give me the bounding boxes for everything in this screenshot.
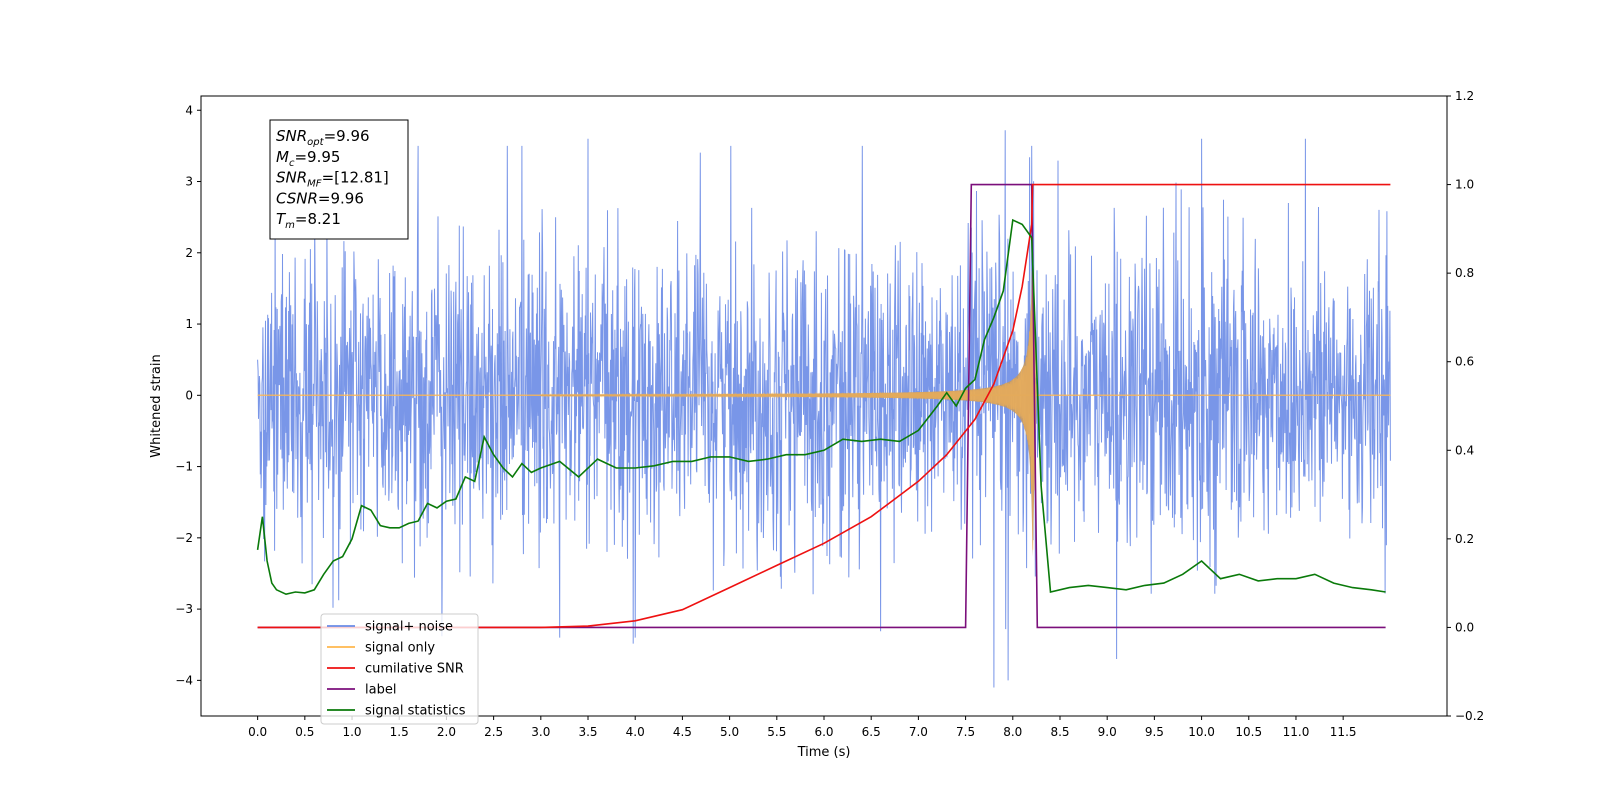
series-cumulative-snr-line bbox=[257, 183, 1391, 629]
x-tick-label: 2.5 bbox=[484, 725, 503, 739]
annotation-line: SNRopt=9.96 bbox=[276, 127, 370, 148]
x-tick-label: 1.0 bbox=[342, 725, 361, 739]
annotation-frame bbox=[269, 119, 409, 240]
x-tick-label: 8.0 bbox=[1003, 725, 1022, 739]
y-axis-label: Whitened strain bbox=[149, 354, 164, 457]
y2-tick-label: 0.8 bbox=[1455, 266, 1474, 280]
y2-tick-label: 1.2 bbox=[1455, 89, 1474, 103]
x-tick-label: 4.0 bbox=[626, 725, 645, 739]
y-tick-label: 3 bbox=[185, 175, 193, 189]
x-tick-label: 0.5 bbox=[295, 725, 314, 739]
annotation-line: Tm=8.21 bbox=[276, 210, 341, 231]
legend-label: signal+ noise bbox=[365, 620, 453, 635]
y-tick-label: 4 bbox=[185, 103, 193, 117]
legend-label: signal statistics bbox=[365, 704, 466, 719]
y2-tick-label: 0.6 bbox=[1455, 355, 1474, 369]
y-tick-label: −2 bbox=[175, 531, 193, 545]
x-tick-label: 3.5 bbox=[578, 725, 597, 739]
x-tick-label: 5.0 bbox=[720, 725, 739, 739]
annotation-line: Mc=9.95 bbox=[276, 148, 340, 169]
x-tick-label: 8.5 bbox=[1050, 725, 1069, 739]
y2-tick-label: 1.0 bbox=[1455, 178, 1474, 192]
x-tick-label: 0.0 bbox=[248, 725, 267, 739]
y2-tick-label: 0.4 bbox=[1455, 443, 1474, 457]
y-tick-label: 2 bbox=[185, 246, 193, 260]
legend-label: cumilative SNR bbox=[365, 662, 464, 677]
x-tick-label: 4.5 bbox=[673, 725, 692, 739]
y-axis-right: −0.2 0.0 0.2 0.4 0.6 0.8 1.0 1.2 bbox=[1447, 89, 1484, 723]
y-tick-label: −1 bbox=[175, 460, 193, 474]
x-tick-label: 6.5 bbox=[862, 725, 881, 739]
x-tick-label: 2.0 bbox=[437, 725, 456, 739]
x-tick-label: 7.5 bbox=[956, 725, 975, 739]
x-tick-label: 6.0 bbox=[814, 725, 833, 739]
x-tick-label: 9.5 bbox=[1145, 725, 1164, 739]
annotation-box: SNRopt=9.96Mc=9.95SNRMF=[12.81]CSNR=9.96… bbox=[269, 119, 409, 240]
x-tick-label: 1.5 bbox=[390, 725, 409, 739]
y-tick-label: −4 bbox=[175, 673, 193, 687]
x-tick-label: 11.5 bbox=[1330, 725, 1357, 739]
x-tick-label: 9.0 bbox=[1098, 725, 1117, 739]
y-axis-left: −4 −3 −2 −1 0 1 2 3 4 bbox=[175, 103, 201, 687]
y-tick-label: −3 bbox=[175, 602, 193, 616]
y-tick-label: 1 bbox=[185, 317, 193, 331]
x-tick-label: 5.5 bbox=[767, 725, 786, 739]
y2-tick-label: 0.0 bbox=[1455, 620, 1474, 634]
y2-tick-label: −0.2 bbox=[1455, 709, 1484, 723]
annotation-line: CSNR=9.96 bbox=[276, 189, 364, 207]
series-label-line bbox=[257, 183, 1386, 629]
series-signal-statistics-line bbox=[256, 218, 1386, 596]
right-axis-lines-layer bbox=[256, 183, 1391, 629]
legend-frame bbox=[320, 613, 479, 725]
x-tick-label: 10.0 bbox=[1188, 725, 1215, 739]
legend-label: label bbox=[365, 683, 396, 698]
series-signal-noise-line bbox=[257, 130, 1391, 688]
signal-only-layer bbox=[257, 234, 1391, 557]
y-tick-label: 0 bbox=[185, 388, 193, 402]
series-signal-only-line bbox=[540, 271, 1037, 550]
legend-label: signal only bbox=[365, 641, 435, 656]
x-tick-label: 3.0 bbox=[531, 725, 550, 739]
signal-noise-layer bbox=[257, 130, 1391, 688]
legend: signal+ noise signal only cumilative SNR la… bbox=[320, 613, 479, 725]
x-axis: 0.0 0.5 1.0 1.5 2.0 2.5 3.0 3.5 4.0 4.5 5.0 5.5 6.0 6… bbox=[248, 716, 1357, 739]
x-axis-label: Time (s) bbox=[797, 745, 851, 760]
annotation-line: SNRMF=[12.81] bbox=[276, 169, 389, 190]
x-tick-label: 7.0 bbox=[909, 725, 928, 739]
x-tick-label: 10.5 bbox=[1235, 725, 1262, 739]
x-tick-label: 11.0 bbox=[1283, 725, 1310, 739]
y2-tick-label: 0.2 bbox=[1455, 532, 1474, 546]
